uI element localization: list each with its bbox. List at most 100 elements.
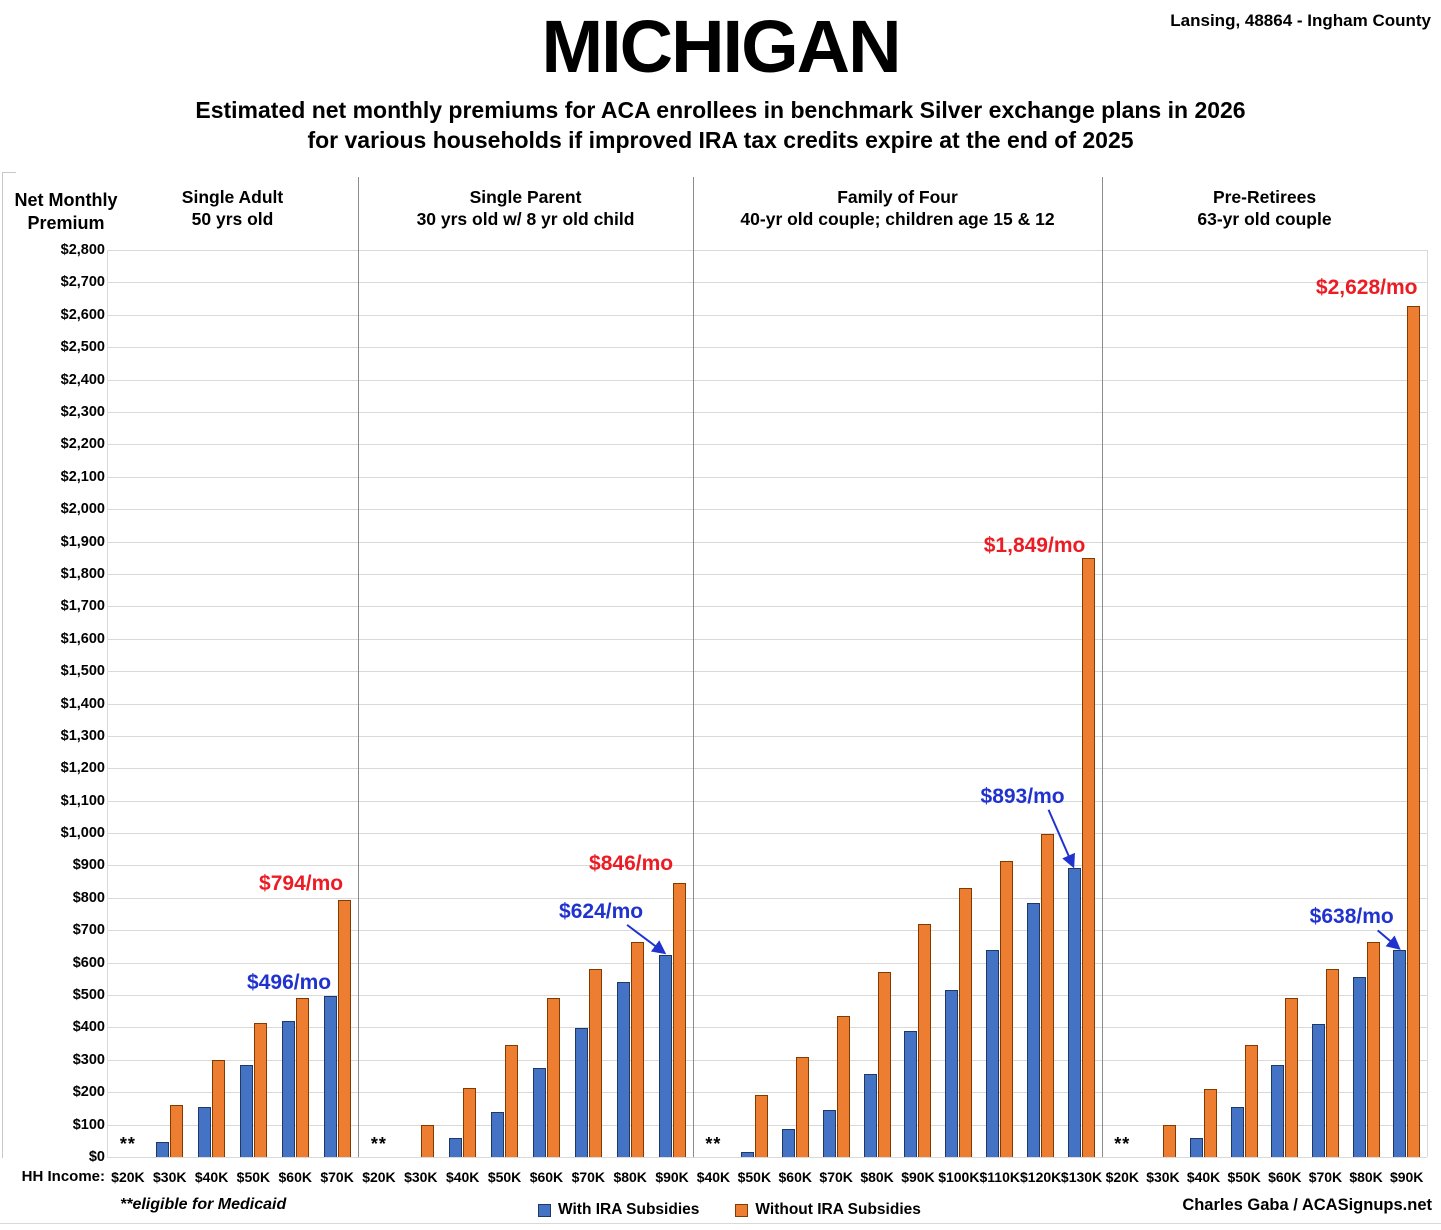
panel-title: Single Parent: [469, 187, 582, 207]
gridline: [107, 1027, 1427, 1029]
bar-without-ira: [421, 1124, 435, 1157]
bar-with-ira: [822, 1110, 836, 1157]
bar-with-ira: [1271, 1064, 1285, 1157]
bar-without-ira: [672, 882, 686, 1157]
y-tick-label: $700: [72, 922, 105, 939]
bar-with-ira: [616, 982, 630, 1157]
x-tick-label: $60K: [529, 1169, 564, 1185]
x-tick-label: $60K: [1268, 1169, 1302, 1185]
medicaid-asterisks: **: [370, 1134, 387, 1154]
panel-divider-1: [358, 177, 359, 1157]
x-tick-label: $80K: [1349, 1169, 1383, 1185]
bar-with-ira: [658, 954, 672, 1157]
bar-with-ira: [1311, 1024, 1325, 1157]
bar-without-ira: [918, 923, 932, 1157]
location-label: Lansing, 48864 - Ingham County: [1170, 11, 1431, 30]
panel-divider-3: [1102, 177, 1103, 1157]
panel-title: Family of Four: [837, 187, 958, 207]
y-tick-label: $2,300: [60, 403, 105, 420]
bar-without-ira: [795, 1056, 809, 1157]
y-tick-label: $400: [72, 1019, 105, 1036]
bar-without-ira: [1000, 861, 1014, 1157]
y-tick-label: $1,800: [60, 565, 105, 582]
bar-without-ira: [754, 1094, 768, 1157]
bar-without-ira: [212, 1059, 226, 1157]
bar-with-ira: [863, 1073, 877, 1157]
y-tick-label: $1,000: [60, 825, 105, 842]
y-tick-label: $2,400: [60, 371, 105, 388]
x-tick-label: $50K: [487, 1169, 522, 1185]
plot-right-edge: [1427, 250, 1428, 1157]
gridline: [107, 962, 1427, 964]
x-tick-label: $120K: [1020, 1169, 1062, 1185]
bar-with-ira: [281, 1020, 295, 1157]
panel-header-1: Single Adult 50 yrs old: [107, 186, 358, 230]
y-tick-label: $0: [88, 1149, 105, 1165]
bar-without-ira: [546, 998, 560, 1157]
x-tick-label: $20K: [1105, 1169, 1140, 1185]
x-tick-label: $80K: [860, 1169, 894, 1185]
panel-subtitle: 50 yrs old: [191, 209, 274, 229]
gridline: [107, 347, 1427, 349]
panel-subtitle: 63-yr old couple: [1197, 209, 1332, 229]
gridline: [107, 250, 1427, 251]
gridline: [107, 930, 1427, 932]
annotation-label: $846/mo: [589, 851, 674, 875]
x-tick-label: $70K: [320, 1169, 354, 1185]
gridline: [107, 800, 1427, 802]
gridline: [107, 833, 1427, 835]
y-tick-label: $200: [72, 1084, 105, 1101]
bar-without-ira: [1082, 558, 1096, 1157]
gridline: [107, 476, 1427, 478]
bar-without-ira: [463, 1088, 477, 1157]
bar-with-ira: [532, 1067, 546, 1157]
bar-with-ira: [1230, 1106, 1244, 1157]
y-tick-label: $2,600: [60, 306, 105, 323]
gridline: [107, 573, 1427, 575]
gridline: [107, 1092, 1427, 1094]
y-tick-label: $1,200: [60, 760, 105, 777]
bar-with-ira: [986, 949, 1000, 1157]
gridline: [107, 606, 1427, 608]
y-tick-label: $1,300: [60, 727, 105, 744]
y-tick-label: $100: [72, 1116, 105, 1133]
x-tick-label: $90K: [901, 1169, 935, 1185]
y-tick-label: $2,200: [60, 436, 105, 453]
bar-with-ira: [1068, 867, 1082, 1157]
gridline: [107, 314, 1427, 316]
bar-without-ira: [1407, 305, 1421, 1157]
x-tick-label: $50K: [737, 1169, 772, 1185]
medicaid-footnote: **eligible for Medicaid: [120, 1196, 287, 1213]
panel-header-4: Pre-Retirees 63-yr old couple: [1102, 186, 1427, 230]
x-tick-label: $30K: [1146, 1169, 1180, 1185]
panel-title: Single Adult: [181, 187, 284, 207]
x-tick-label: $90K: [655, 1169, 689, 1185]
y-tick-label: $1,700: [60, 598, 105, 615]
bottom-divider: [0, 1223, 1441, 1224]
gridline: [107, 638, 1427, 640]
bar-without-ira: [1204, 1088, 1218, 1157]
bar-without-ira: [337, 899, 351, 1157]
bar-without-ira: [836, 1016, 850, 1157]
y-axis-title: Net Monthly Premium: [14, 190, 118, 233]
legend: With IRA Subsidies Without IRA Subsidies: [538, 1201, 921, 1219]
bar-without-ira: [1285, 998, 1299, 1157]
y-tick-label: $1,400: [60, 695, 105, 712]
bar-with-ira: [1190, 1138, 1204, 1157]
x-tick-label: $70K: [819, 1169, 853, 1185]
bar-with-ira: [1352, 977, 1366, 1157]
bar-with-ira: [740, 1152, 754, 1157]
subtitle-line-2: for various households if improved IRA t…: [307, 127, 1134, 153]
x-tick-label: $50K: [236, 1169, 271, 1185]
panel-subtitle: 30 yrs old w/ 8 yr old child: [416, 209, 635, 229]
bar-without-ira: [1163, 1124, 1177, 1157]
gridline: [107, 735, 1427, 737]
bar-with-ira: [1027, 902, 1041, 1157]
panel-header-3: Family of Four 40-yr old couple; children…: [693, 186, 1102, 230]
x-tick-label: $30K: [404, 1169, 438, 1185]
gridline: [107, 995, 1427, 997]
x-tick-label: $50K: [1227, 1169, 1261, 1185]
y-tick-label: $500: [72, 987, 105, 1004]
